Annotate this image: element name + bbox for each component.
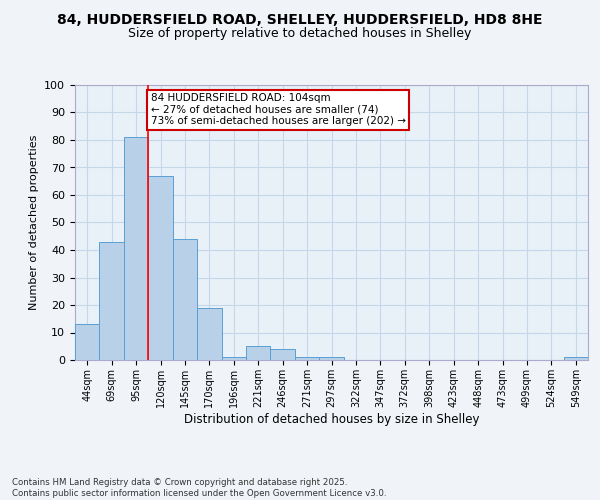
- Y-axis label: Number of detached properties: Number of detached properties: [29, 135, 39, 310]
- Bar: [197, 308, 221, 360]
- Bar: [246, 346, 271, 360]
- Bar: [221, 357, 246, 360]
- Bar: [271, 349, 295, 360]
- Bar: [563, 357, 588, 360]
- Text: Contains HM Land Registry data © Crown copyright and database right 2025.
Contai: Contains HM Land Registry data © Crown c…: [12, 478, 386, 498]
- Bar: [124, 137, 148, 360]
- Bar: [75, 324, 100, 360]
- Text: 84 HUDDERSFIELD ROAD: 104sqm
← 27% of detached houses are smaller (74)
73% of se: 84 HUDDERSFIELD ROAD: 104sqm ← 27% of de…: [151, 93, 406, 126]
- Bar: [148, 176, 173, 360]
- Bar: [100, 242, 124, 360]
- Bar: [173, 239, 197, 360]
- Bar: [295, 357, 319, 360]
- Text: 84, HUDDERSFIELD ROAD, SHELLEY, HUDDERSFIELD, HD8 8HE: 84, HUDDERSFIELD ROAD, SHELLEY, HUDDERSF…: [57, 12, 543, 26]
- X-axis label: Distribution of detached houses by size in Shelley: Distribution of detached houses by size …: [184, 412, 479, 426]
- Text: Size of property relative to detached houses in Shelley: Size of property relative to detached ho…: [128, 28, 472, 40]
- Bar: [319, 357, 344, 360]
